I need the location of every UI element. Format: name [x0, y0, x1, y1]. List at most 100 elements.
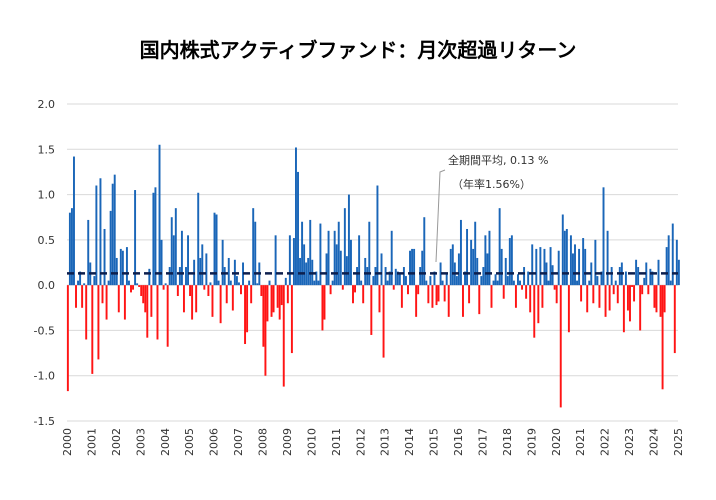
- bar: [205, 253, 208, 286]
- bar: [433, 271, 436, 286]
- x-tick-label: 2022: [599, 428, 612, 456]
- bar: [347, 194, 350, 286]
- bar: [284, 277, 287, 286]
- y-tick-label: -1.5: [34, 415, 55, 428]
- bar: [578, 248, 581, 286]
- bar: [382, 285, 385, 358]
- bar: [329, 285, 332, 295]
- bar: [301, 221, 304, 286]
- bar: [496, 280, 499, 286]
- bar: [107, 280, 110, 286]
- bar: [223, 267, 226, 286]
- bar: [653, 285, 656, 308]
- bar: [195, 285, 198, 313]
- bar: [201, 244, 204, 286]
- bar: [132, 285, 135, 290]
- bar: [356, 267, 359, 286]
- bar: [150, 285, 153, 317]
- x-tick-label: 2020: [550, 428, 563, 456]
- bar: [250, 285, 253, 304]
- bar: [248, 280, 251, 286]
- bar: [376, 185, 379, 286]
- bar: [563, 230, 566, 286]
- x-tick-label: 2004: [159, 428, 172, 456]
- bar: [677, 259, 680, 286]
- bar: [105, 285, 108, 320]
- bar: [360, 280, 363, 286]
- bar: [411, 248, 414, 286]
- bar: [521, 285, 524, 290]
- bar: [172, 235, 175, 286]
- bar: [561, 214, 564, 286]
- bar: [488, 230, 491, 286]
- y-tick-label: -0.5: [34, 324, 55, 337]
- bar: [504, 257, 507, 286]
- bar: [624, 271, 627, 286]
- bar: [176, 285, 179, 297]
- bar: [117, 285, 120, 313]
- bar: [199, 257, 202, 286]
- bar: [140, 285, 143, 297]
- bar: [103, 228, 106, 286]
- bar: [274, 235, 277, 286]
- bar: [66, 285, 69, 392]
- bar: [631, 285, 633, 287]
- bar: [160, 239, 163, 286]
- bar: [335, 244, 338, 286]
- bar: [394, 268, 397, 286]
- x-tick-label: 2023: [623, 428, 636, 456]
- bar: [604, 285, 607, 317]
- bar: [384, 267, 387, 286]
- bar: [189, 285, 192, 297]
- bar: [68, 212, 71, 286]
- bar: [73, 156, 75, 286]
- bar: [531, 244, 534, 286]
- bar: [455, 276, 458, 286]
- bar: [282, 285, 285, 387]
- bar: [476, 257, 479, 286]
- x-tick-label: 2003: [134, 428, 147, 456]
- x-tick-label: 2011: [330, 428, 343, 456]
- bar: [512, 280, 515, 286]
- chart-title: 国内株式アクティブファンド：月次超過リターン: [139, 38, 577, 62]
- bar: [113, 174, 116, 286]
- x-tick-label: 2005: [183, 428, 196, 456]
- bar: [240, 285, 242, 295]
- x-tick-label: 2002: [110, 428, 123, 456]
- bar: [466, 228, 469, 286]
- bar: [70, 208, 73, 286]
- x-tick-label: 2013: [379, 428, 392, 456]
- bar: [317, 280, 320, 286]
- bar: [661, 285, 664, 390]
- bar: [95, 185, 98, 286]
- bar: [134, 190, 137, 286]
- bar: [99, 178, 102, 286]
- bar: [419, 267, 422, 286]
- bar: [303, 244, 306, 286]
- bar: [254, 221, 257, 286]
- bar: [295, 147, 297, 286]
- bar: [93, 276, 96, 286]
- bar: [111, 183, 114, 286]
- bar: [514, 285, 517, 308]
- bar: [574, 244, 576, 286]
- bar: [626, 285, 629, 311]
- bar: [372, 276, 375, 286]
- bar: [187, 235, 189, 286]
- bar: [142, 285, 145, 304]
- bar: [75, 285, 77, 308]
- y-tick-label: 1.0: [38, 189, 56, 202]
- bar: [610, 267, 613, 286]
- bar: [633, 285, 636, 302]
- bar: [427, 285, 430, 304]
- bar: [622, 285, 625, 333]
- bar: [91, 285, 94, 374]
- bar: [407, 285, 409, 295]
- bar: [608, 285, 611, 311]
- bar: [464, 271, 466, 286]
- bar: [592, 285, 595, 304]
- bar: [136, 283, 139, 286]
- bar: [451, 244, 454, 286]
- bar: [219, 285, 222, 324]
